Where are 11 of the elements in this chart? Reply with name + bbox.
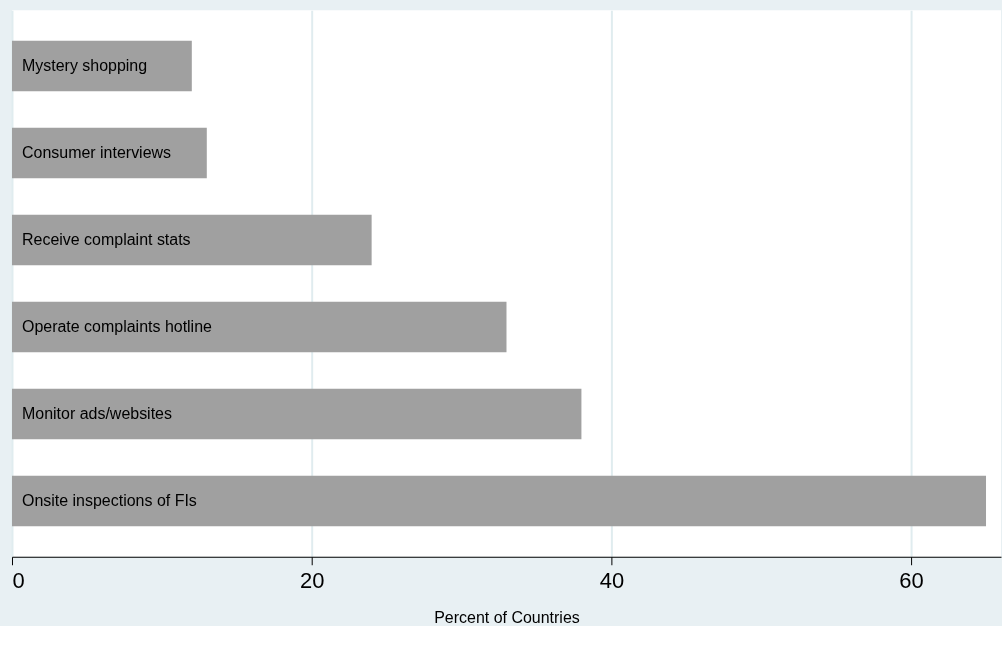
x-tick-label: 0 [12, 568, 25, 594]
y-tick-label: Receive complaint stats [21, 231, 191, 249]
x-tick-label: 60 [899, 568, 924, 594]
y-tick-label: Mystery shopping [21, 56, 148, 74]
x-axis-title: Percent of Countries [434, 609, 580, 627]
y-tick-label: Consumer interviews [21, 144, 172, 161]
y-tick-label: Operate complaints hotline [21, 318, 213, 336]
x-tick-label: 40 [599, 568, 625, 594]
y-tick-label: Onsite inspections of FIs [21, 492, 197, 510]
x-tick-label: 20 [299, 568, 325, 594]
y-tick-label: Monitor ads/websites [21, 405, 172, 423]
